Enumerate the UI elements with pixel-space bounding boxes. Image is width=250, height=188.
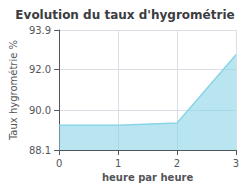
svg-text:Taux hygrométrie %: Taux hygrométrie % [8, 40, 19, 141]
svg-text:heure par heure: heure par heure [102, 172, 193, 183]
svg-text:88.1: 88.1 [29, 145, 51, 156]
svg-text:Evolution du taux d'hygrométri: Evolution du taux d'hygrométrie [15, 8, 234, 22]
svg-text:92.0: 92.0 [29, 64, 51, 75]
svg-text:90.0: 90.0 [29, 105, 51, 116]
svg-text:93.9: 93.9 [29, 25, 51, 36]
svg-text:0: 0 [56, 158, 62, 169]
svg-text:1: 1 [115, 158, 121, 169]
svg-text:3: 3 [233, 158, 239, 169]
svg-text:2: 2 [174, 158, 180, 169]
